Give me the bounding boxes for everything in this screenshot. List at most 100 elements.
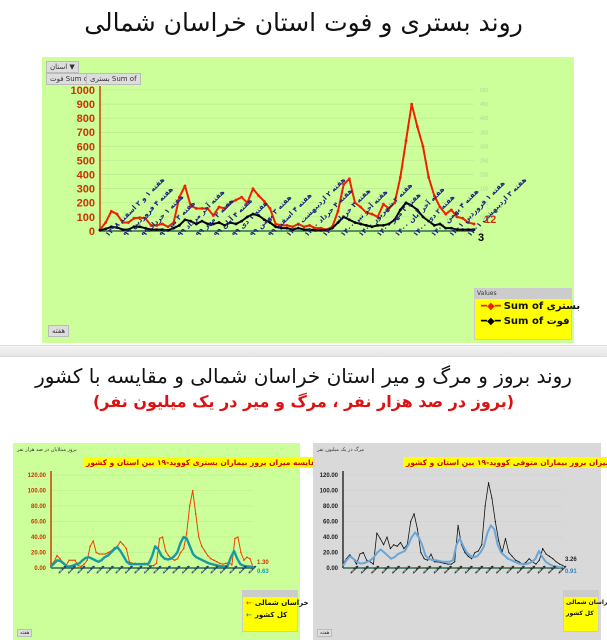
svg-text:هفته: هفته xyxy=(209,564,220,575)
filter-icon: ▼ xyxy=(67,63,75,71)
value-field-hosp[interactable]: Sum of بستری xyxy=(86,73,141,85)
svg-text:هفته: هفته xyxy=(247,564,258,575)
svg-text:300: 300 xyxy=(77,184,95,196)
svg-text:هفته: هفته xyxy=(536,564,547,575)
chart-legend: خراسان شمالی کل کشور xyxy=(563,590,607,632)
orange-line-icon: ← xyxy=(246,599,252,607)
svg-text:0.00: 0.00 xyxy=(326,566,338,572)
legend-item-country: کل کشور xyxy=(566,610,594,617)
svg-text:500: 500 xyxy=(480,88,489,94)
svg-text:هفته: هفته xyxy=(152,564,163,575)
svg-text:60.00: 60.00 xyxy=(323,520,339,526)
svg-text:هفته: هفته xyxy=(526,564,537,575)
svg-text:هفته: هفته xyxy=(76,564,87,575)
svg-text:80.00: 80.00 xyxy=(323,504,339,510)
svg-text:200: 200 xyxy=(480,173,489,179)
week-axis-field-button[interactable]: هفته xyxy=(317,629,333,637)
svg-text:هفته: هفته xyxy=(161,564,172,575)
svg-text:هفته: هفته xyxy=(390,564,401,575)
svg-text:هفته: هفته xyxy=(484,564,495,575)
svg-text:هفته: هفته xyxy=(95,564,106,575)
svg-text:هفته: هفته xyxy=(359,564,370,575)
svg-text:40.00: 40.00 xyxy=(323,535,339,541)
week-axis-field-button[interactable]: هفته xyxy=(48,325,70,337)
svg-text:هفته: هفته xyxy=(505,564,516,575)
chart-title: مقایسه میزان بروز بیماران بستری کووید-۱۹… xyxy=(83,457,324,468)
incidence-comparison-chart: بروز مبتلایان در صد هزار نفر مقایسه میزا… xyxy=(13,443,324,640)
svg-text:هفته: هفته xyxy=(422,564,433,575)
legend-header: Values xyxy=(475,289,571,299)
svg-text:هفته: هفته xyxy=(199,564,210,575)
svg-text:هفته: هفته xyxy=(180,564,191,575)
svg-text:40.00: 40.00 xyxy=(31,535,47,541)
page-title-bottom: روند بروز و مرگ و میر استان خراسان شمالی… xyxy=(35,364,572,388)
svg-text:هفته: هفته xyxy=(442,564,453,575)
svg-text:هفته: هفته xyxy=(432,564,443,575)
line-plot-area: 0.00 20.00 40.00 60.00 80.00 100.00 120.00 هفته… xyxy=(320,471,577,575)
svg-text:هفته: هفته xyxy=(453,564,464,575)
svg-text:هفته: هفته xyxy=(546,564,557,575)
svg-text:300: 300 xyxy=(480,144,489,150)
svg-text:1.30: 1.30 xyxy=(257,560,269,566)
svg-text:هفته: هفته xyxy=(411,564,422,575)
week-axis-field-button[interactable]: هفته xyxy=(17,629,33,637)
svg-text:هفته: هفته xyxy=(218,564,229,575)
svg-text:400: 400 xyxy=(480,116,489,122)
svg-text:12: 12 xyxy=(484,214,496,226)
chart-header-note: بروز مبتلایان در صد هزار نفر xyxy=(17,447,77,453)
svg-text:هفته: هفته xyxy=(228,564,239,575)
svg-text:100: 100 xyxy=(480,201,489,207)
svg-text:هفته: هفته xyxy=(142,564,153,575)
svg-text:0: 0 xyxy=(89,226,95,238)
svg-text:900: 900 xyxy=(77,99,95,111)
svg-text:هفته: هفته xyxy=(401,564,412,575)
chart-legend: Values ━◆━ Sum of بستری ━◆━ Sum of فوت xyxy=(474,288,580,340)
svg-text:60.00: 60.00 xyxy=(31,520,47,526)
svg-text:3: 3 xyxy=(478,232,484,244)
chart-title: مقایسه میزان بروز بیماران متوفی کووید-۱۹… xyxy=(403,457,607,468)
legend-item-province: خراسان شمالی xyxy=(566,599,607,606)
svg-text:هفته: هفته xyxy=(190,564,201,575)
svg-text:150: 150 xyxy=(480,187,489,193)
svg-text:1000: 1000 xyxy=(71,85,95,97)
svg-text:100.00: 100.00 xyxy=(320,489,339,495)
section-divider xyxy=(0,345,607,357)
svg-text:20.00: 20.00 xyxy=(31,551,47,557)
legend-item-death: ━◆━ Sum of فوت xyxy=(481,316,570,327)
svg-text:120.00: 120.00 xyxy=(320,473,339,479)
svg-text:80.00: 80.00 xyxy=(31,504,47,510)
svg-text:600: 600 xyxy=(77,141,95,153)
teal-line-icon: ← xyxy=(246,611,252,619)
svg-text:0: 0 xyxy=(480,229,483,235)
svg-text:50: 50 xyxy=(480,215,486,221)
svg-text:هفته: هفته xyxy=(57,564,68,575)
svg-text:هفته: هفته xyxy=(237,564,248,575)
svg-text:هفته: هفته xyxy=(380,564,391,575)
svg-text:هفته: هفته xyxy=(370,564,381,575)
svg-text:120.00: 120.00 xyxy=(28,473,47,479)
svg-text:هفته: هفته xyxy=(104,564,115,575)
line-plot-area: 0.00 20.00 40.00 60.00 80.00 100.00 120.00 هفته… xyxy=(28,471,269,575)
page-title-top: روند بستری و فوت استان خراسان شمالی xyxy=(84,8,523,37)
svg-text:20.00: 20.00 xyxy=(323,551,339,557)
svg-text:200: 200 xyxy=(77,198,95,210)
svg-text:هفته: هفته xyxy=(114,564,125,575)
hospitalization-death-chart: ▼ استان Sum of فوت Sum of بستری هفته 0 10… xyxy=(42,57,580,343)
svg-text:100: 100 xyxy=(77,212,95,224)
svg-text:100.00: 100.00 xyxy=(28,489,47,495)
svg-text:0.00: 0.00 xyxy=(34,566,46,572)
svg-text:هفته: هفته xyxy=(494,564,505,575)
svg-text:هفته: هفته xyxy=(66,564,77,575)
value-field-death[interactable]: Sum of فوت xyxy=(46,73,95,85)
svg-text:450: 450 xyxy=(480,102,489,108)
svg-text:350: 350 xyxy=(480,130,489,136)
svg-text:هفته: هفته xyxy=(474,564,485,575)
legend-item-province: ← خراسان شمالی xyxy=(246,599,309,607)
province-filter-button[interactable]: ▼ استان xyxy=(46,61,79,73)
svg-text:700: 700 xyxy=(77,127,95,139)
svg-text:هفته: هفته xyxy=(123,564,134,575)
line-plot-area: 0 100 200 300 400 500 600 700 800 900 1000 0 50 100 15… xyxy=(71,85,529,244)
svg-text:0.63: 0.63 xyxy=(257,569,269,575)
page-subtitle-bottom: (بروز در صد هزار نفر ، مرگ و میر در یک م… xyxy=(92,392,515,411)
red-line-marker-icon: ━◆━ xyxy=(481,301,501,312)
